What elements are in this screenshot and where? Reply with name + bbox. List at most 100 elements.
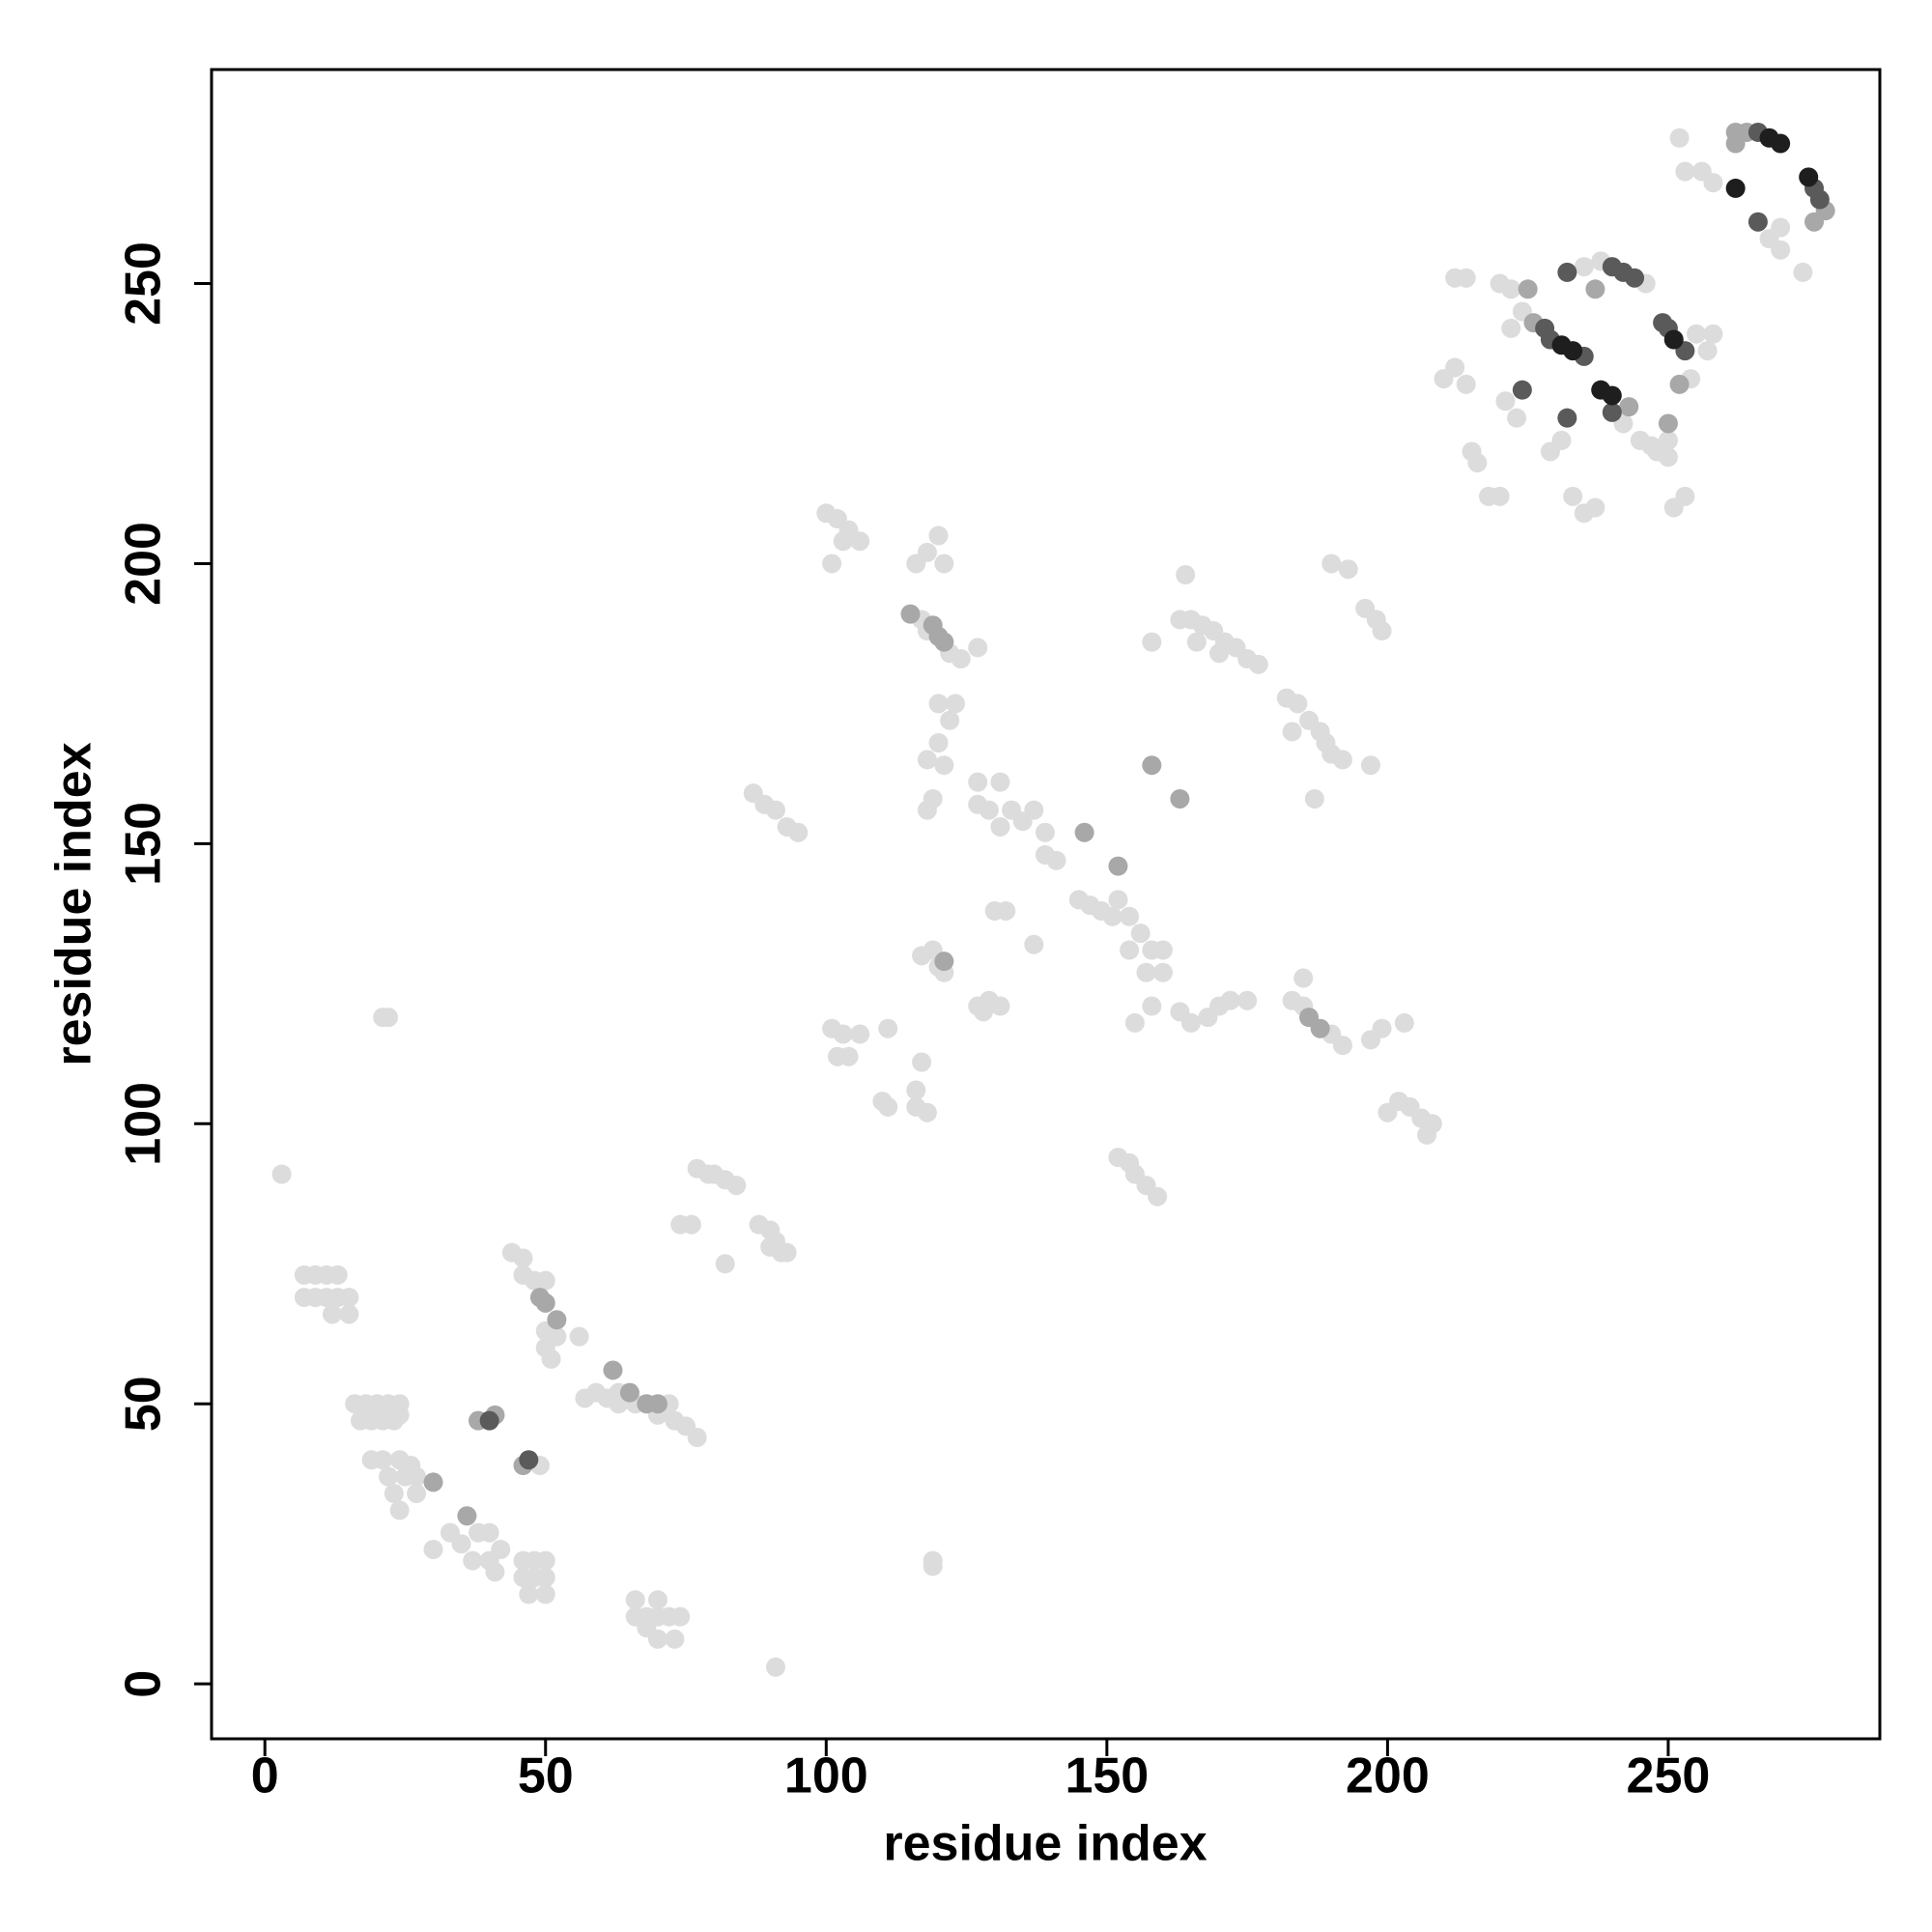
point (1209, 643, 1230, 664)
point (1771, 240, 1791, 260)
point (491, 1540, 511, 1560)
point (917, 542, 937, 562)
point (1024, 800, 1044, 820)
point (1176, 565, 1196, 585)
point (1282, 722, 1302, 742)
point (945, 694, 965, 714)
point (1248, 654, 1268, 674)
point (665, 1629, 685, 1649)
point (917, 1102, 937, 1122)
point (1120, 940, 1140, 960)
x-axis-title: residue index (883, 1816, 1207, 1872)
point (1551, 430, 1572, 450)
point (1142, 632, 1162, 652)
point (519, 1450, 539, 1470)
point (1563, 486, 1583, 506)
point (996, 900, 1016, 921)
point (1658, 430, 1678, 450)
point (1124, 1012, 1145, 1033)
point (1725, 178, 1746, 198)
point (384, 1484, 404, 1504)
point (569, 1326, 589, 1347)
point (1703, 173, 1723, 193)
point (322, 1304, 342, 1324)
point (1602, 385, 1622, 406)
point (1686, 324, 1706, 344)
point (917, 800, 937, 820)
y-tick-label: 200 (116, 522, 172, 606)
point (1585, 497, 1605, 518)
points-layer (271, 122, 1835, 1677)
point (1394, 1012, 1414, 1033)
point (990, 816, 1010, 837)
point (1456, 374, 1476, 394)
point (423, 1472, 443, 1492)
point (1152, 962, 1173, 982)
point (1697, 341, 1718, 361)
point (765, 800, 785, 820)
point (479, 1522, 499, 1543)
x-tick-label: 100 (784, 1748, 868, 1804)
point (1669, 374, 1690, 394)
point (1658, 447, 1678, 468)
point (833, 1024, 853, 1044)
point (1557, 408, 1577, 428)
x-tick-label: 150 (1065, 1748, 1149, 1804)
point (339, 1288, 359, 1308)
point (423, 1540, 443, 1560)
point (765, 1657, 785, 1677)
x-tick-label: 250 (1627, 1748, 1711, 1804)
point (1142, 755, 1162, 776)
x-tick-label: 200 (1346, 1748, 1430, 1804)
point (485, 1562, 505, 1582)
point (979, 800, 999, 820)
point (1181, 1012, 1202, 1033)
point (535, 1567, 555, 1587)
y-tick-label: 0 (116, 1670, 172, 1698)
point (513, 1248, 533, 1268)
point (1148, 1186, 1168, 1207)
point (1332, 1036, 1352, 1056)
point (1771, 217, 1791, 238)
point (990, 996, 1010, 1016)
point (1490, 486, 1510, 506)
point (973, 1002, 993, 1022)
point (850, 1024, 870, 1044)
point (1102, 906, 1122, 926)
point (1625, 268, 1645, 288)
point (1518, 279, 1538, 299)
point (379, 1008, 399, 1028)
point (647, 1590, 668, 1610)
point (822, 554, 842, 574)
point (389, 1405, 410, 1425)
point (1152, 940, 1173, 960)
point (1310, 1018, 1330, 1038)
point (906, 1080, 926, 1100)
y-tick-label: 250 (116, 242, 172, 326)
point (1512, 380, 1532, 400)
point (519, 1584, 539, 1605)
point (637, 1618, 657, 1638)
point (625, 1590, 645, 1610)
point (1445, 357, 1465, 378)
point (833, 531, 853, 552)
point (1675, 161, 1695, 182)
point (1804, 212, 1825, 232)
point (1360, 755, 1380, 776)
point (968, 638, 988, 658)
point (1108, 890, 1128, 910)
point (1602, 402, 1622, 422)
point (1293, 968, 1314, 988)
point (1467, 453, 1488, 473)
point (1338, 559, 1358, 580)
y-tick-label: 150 (116, 802, 172, 886)
point (1417, 1124, 1437, 1145)
y-axis-title: residue index (46, 742, 102, 1065)
point (928, 694, 949, 714)
point (1507, 408, 1527, 428)
point (1186, 632, 1207, 652)
point (603, 1360, 623, 1380)
point (1220, 990, 1240, 1010)
point (1675, 486, 1695, 506)
